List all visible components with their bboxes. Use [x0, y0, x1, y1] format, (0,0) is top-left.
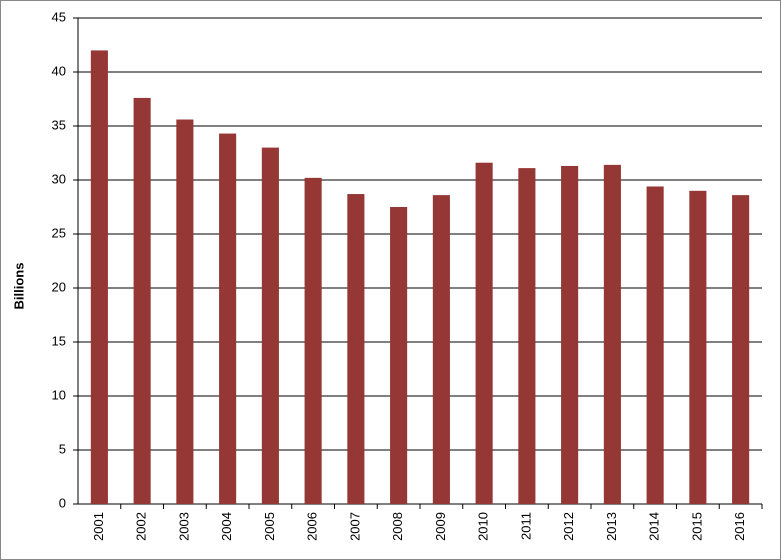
- x-tick-label: 2005: [262, 512, 277, 541]
- x-tick-label: 2015: [689, 512, 704, 541]
- bar: [475, 162, 493, 504]
- bar: [646, 186, 664, 505]
- x-tick-label: 2003: [176, 512, 191, 541]
- x-tick-label: 2016: [732, 512, 747, 541]
- y-tick-label: 5: [59, 441, 66, 456]
- bar: [603, 164, 621, 504]
- bar: [304, 177, 322, 504]
- y-tick-label: 45: [52, 9, 66, 24]
- x-tick-label: 2008: [390, 512, 405, 541]
- bar: [561, 165, 579, 504]
- y-tick-label: 25: [52, 225, 66, 240]
- x-tick-label: 2013: [604, 512, 619, 541]
- y-tick-label: 15: [52, 333, 66, 348]
- y-tick-label: 35: [52, 117, 66, 132]
- bar: [176, 119, 194, 505]
- y-axis-label: Billions: [11, 263, 26, 310]
- bar: [732, 195, 750, 504]
- bar: [390, 207, 408, 504]
- x-tick-label: 2011: [518, 512, 533, 540]
- x-tick-label: 2006: [305, 512, 320, 541]
- bar: [432, 195, 450, 504]
- x-tick-label: 2012: [561, 512, 576, 541]
- y-tick-label: 20: [52, 279, 66, 294]
- bar: [689, 190, 707, 505]
- bar: [518, 168, 536, 504]
- bar: [347, 194, 365, 505]
- x-tick-label: 2007: [347, 512, 362, 541]
- bar: [90, 50, 108, 505]
- y-tick-label: 30: [52, 171, 66, 186]
- bar: [261, 147, 279, 504]
- y-tick-label: 0: [59, 495, 66, 510]
- x-tick-label: 2009: [433, 512, 448, 541]
- bar: [133, 97, 151, 505]
- y-tick-label: 40: [52, 63, 66, 78]
- y-tick-label: 10: [52, 387, 66, 402]
- x-tick-label: 2010: [476, 512, 491, 541]
- x-tick-label: 2014: [647, 512, 662, 541]
- x-tick-label: 2004: [219, 512, 234, 541]
- x-tick-label: 2002: [134, 512, 149, 541]
- bar: [219, 133, 237, 504]
- x-tick-label: 2001: [91, 512, 106, 541]
